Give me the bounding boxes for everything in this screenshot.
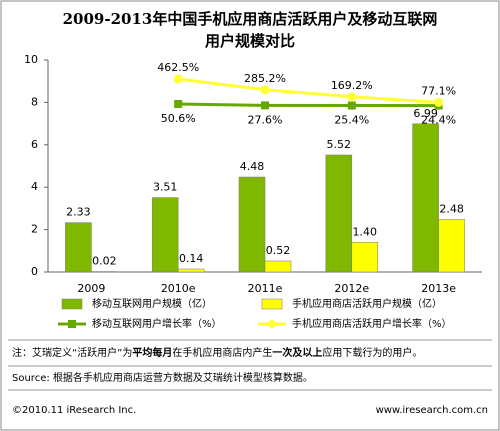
- bar: [412, 123, 439, 273]
- bar: [151, 197, 179, 273]
- marker: [261, 101, 269, 110]
- value-label: 462.5%: [157, 61, 199, 74]
- value-label: 2.48: [439, 202, 464, 215]
- note: 注：艾瑞定义“活跃用户”为平均每月在手机应用商店内产生一次及以上应用下载行为的用…: [12, 346, 422, 359]
- legend-label: 移动互联网用户增长率（%）: [92, 317, 222, 330]
- value-label: 27.6%: [248, 113, 283, 126]
- y-tick-label: 6: [31, 138, 38, 151]
- marker: [347, 101, 356, 110]
- value-label: 77.1%: [421, 84, 456, 97]
- note-part: 注：艾瑞定义“活跃用户”为: [12, 346, 132, 359]
- line: [178, 77, 439, 104]
- value-label: 285.2%: [244, 72, 286, 85]
- bar: [351, 242, 379, 273]
- y-tick-label: 4: [31, 180, 38, 193]
- chart-title: 用户规模对比: [205, 32, 295, 50]
- bar: [177, 268, 205, 273]
- legend-swatch: [261, 298, 283, 310]
- value-label: 169.2%: [331, 79, 373, 92]
- value-label: 24.4%: [421, 114, 456, 127]
- footer-left: ©2010.11 iResearch Inc.: [12, 405, 136, 416]
- value-label: 5.52: [327, 138, 352, 151]
- bar: [264, 260, 292, 273]
- y-tick-label: 10: [24, 53, 38, 66]
- value-label: 4.48: [240, 160, 265, 173]
- value-label: 50.6%: [161, 112, 196, 125]
- value-label: 0.02: [92, 255, 117, 268]
- y-tick-label: 0: [31, 265, 38, 278]
- line: [178, 102, 439, 108]
- note-part: 平均每月: [132, 346, 172, 359]
- bar: [238, 176, 266, 273]
- chart-title: 2009-2013年中国手机应用商店活跃用户及移动互联网: [63, 10, 438, 28]
- bar: [438, 219, 465, 273]
- y-tick-label: 2: [31, 223, 38, 236]
- legend-marker: [268, 320, 276, 328]
- x-tick-label: 2010e: [161, 282, 196, 295]
- source: Source: 根据各手机应用商店运营方数据及艾瑞统计模型核算数据。: [12, 371, 313, 384]
- bar: [325, 154, 353, 273]
- legend-swatch: [61, 298, 83, 310]
- legend-label: 手机应用商店活跃用户规模（亿）: [292, 297, 442, 310]
- x-tick-label: 2011e: [248, 282, 283, 295]
- value-label: 2.33: [66, 206, 91, 219]
- footer-right: www.iresearch.com.cn: [376, 405, 488, 416]
- x-tick-label: 2009: [77, 282, 105, 295]
- value-label: 3.51: [153, 181, 178, 194]
- marker: [174, 99, 183, 108]
- marker: [347, 92, 357, 102]
- value-label: 6.99: [413, 107, 438, 120]
- value-label: 1.40: [353, 225, 378, 238]
- marker: [260, 85, 270, 95]
- note-part: 应用下载行为的用户。: [322, 346, 422, 359]
- note-part: 一次及以上: [272, 346, 322, 359]
- value-label: 0.14: [179, 252, 204, 265]
- y-tick-label: 8: [31, 95, 38, 108]
- x-tick-label: 2013e: [421, 282, 456, 295]
- note-part: 在手机应用商店内产生: [172, 346, 272, 359]
- legend-marker: [68, 320, 76, 328]
- legend-label: 手机应用商店活跃用户增长率（%）: [292, 317, 452, 330]
- marker: [173, 74, 183, 84]
- x-tick-label: 2012e: [334, 282, 369, 295]
- value-label: 0.52: [266, 244, 291, 257]
- bar: [65, 222, 92, 273]
- marker: [434, 97, 444, 107]
- legend-label: 移动互联网用户规模（亿）: [92, 297, 212, 310]
- value-label: 25.4%: [334, 114, 369, 127]
